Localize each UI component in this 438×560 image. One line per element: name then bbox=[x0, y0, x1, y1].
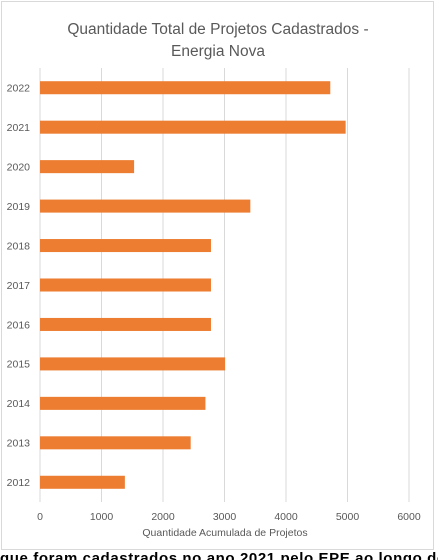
y-tick-label-2015: 2015 bbox=[7, 359, 31, 371]
y-tick-label-2017: 2017 bbox=[7, 280, 31, 292]
x-axis-label: Quantidade Acumulada de Projetos bbox=[142, 527, 307, 539]
bar-2012 bbox=[40, 475, 125, 489]
gridlines bbox=[39, 68, 410, 502]
bar-2020 bbox=[40, 160, 135, 174]
y-tick-label-2016: 2016 bbox=[7, 319, 31, 331]
bar-2021 bbox=[40, 120, 346, 134]
y-tick-label-2020: 2020 bbox=[7, 161, 31, 173]
y-tick-label-2021: 2021 bbox=[7, 122, 31, 134]
y-tick-label-2019: 2019 bbox=[7, 201, 31, 213]
y-tick-label-2018: 2018 bbox=[7, 240, 31, 252]
bar-2017 bbox=[40, 278, 211, 292]
bar-2022 bbox=[40, 81, 331, 95]
footer-partial-text: que foram cadastrados no ano 2021 pelo E… bbox=[0, 551, 438, 560]
x-tick-label: 1000 bbox=[90, 511, 114, 523]
bar-2016 bbox=[40, 317, 211, 331]
x-tick-label: 0 bbox=[37, 511, 43, 523]
x-tick-label: 3000 bbox=[213, 511, 237, 523]
chart-title-line-1: Quantidade Total de Projetos Cadastrados… bbox=[67, 21, 368, 38]
x-tick-label: 5000 bbox=[336, 511, 360, 523]
x-tick-labels: 0 1000 2000 3000 4000 5000 6000 bbox=[37, 511, 421, 523]
bar-2013 bbox=[40, 436, 191, 450]
bars bbox=[40, 81, 346, 489]
y-tick-labels: 2022 2021 2020 2019 2018 2017 2016 2015 2014 2013… bbox=[7, 83, 31, 490]
bar-2014 bbox=[40, 396, 206, 410]
bar-2015 bbox=[40, 357, 226, 371]
x-tick-label: 2000 bbox=[151, 511, 175, 523]
bar-2019 bbox=[40, 199, 251, 213]
bar-2018 bbox=[40, 239, 211, 253]
y-tick-label-2013: 2013 bbox=[7, 438, 31, 450]
y-tick-label-2012: 2012 bbox=[7, 477, 31, 489]
y-tick-label-2014: 2014 bbox=[7, 398, 31, 410]
x-tick-label: 4000 bbox=[274, 511, 298, 523]
x-tick-label: 6000 bbox=[397, 511, 421, 523]
chart-title-line-2: Energia Nova bbox=[171, 43, 265, 60]
footer-partial-text-line: que foram cadastrados no ano 2021 pelo E… bbox=[0, 551, 438, 560]
y-tick-label-2022: 2022 bbox=[7, 83, 31, 95]
